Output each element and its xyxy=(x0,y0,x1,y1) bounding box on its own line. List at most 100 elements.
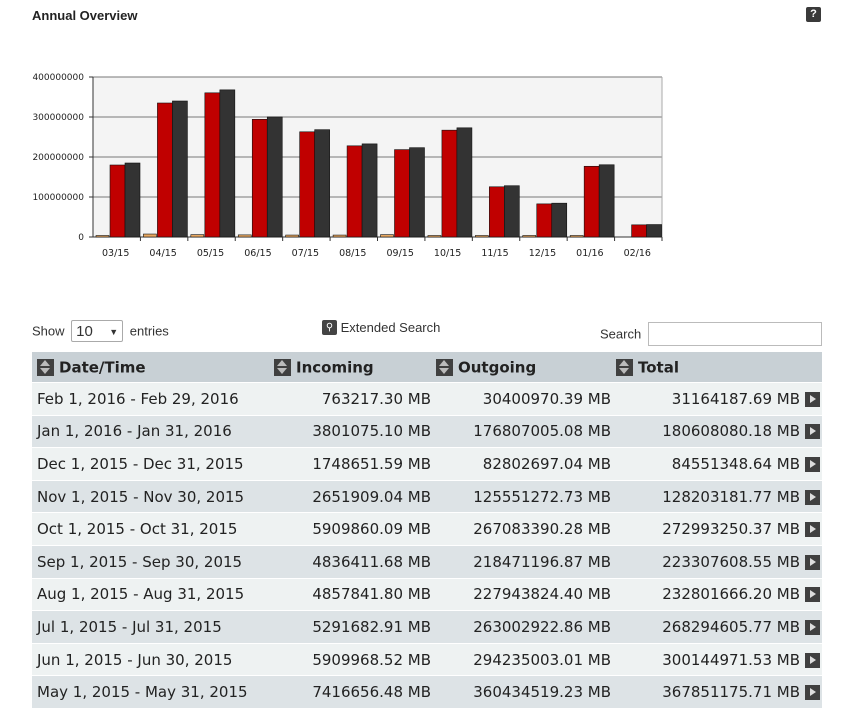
cell-total: 232801666.20 MB xyxy=(611,577,822,611)
cell-total: 180608080.18 MB xyxy=(611,414,822,448)
bar xyxy=(583,165,600,238)
x-tick-label: 02/16 xyxy=(624,248,651,259)
row-details-arrow-icon[interactable] xyxy=(805,685,820,701)
bar xyxy=(251,119,268,238)
bar xyxy=(266,116,283,238)
cell-total-value: 367851175.71 MB xyxy=(662,683,800,702)
bar xyxy=(456,127,473,238)
cell-date: Jul 1, 2015 - Jul 31, 2015 xyxy=(32,610,269,644)
bar xyxy=(380,234,394,238)
column-header-total-label: Total xyxy=(638,358,679,377)
cell-incoming: 5909968.52 MB xyxy=(269,642,431,676)
table-row: Jun 1, 2015 - Jun 30, 2015 5909968.52 MB 2… xyxy=(32,642,822,676)
cell-outgoing: 176807005.08 MB xyxy=(431,414,611,448)
bar xyxy=(522,235,537,238)
cell-date: Aug 1, 2015 - Aug 31, 2015 xyxy=(32,577,269,611)
x-tick-label: 12/15 xyxy=(529,248,556,259)
cell-outgoing: 360434519.23 MB xyxy=(431,675,611,708)
bar xyxy=(95,235,110,238)
bar xyxy=(346,145,363,238)
cell-total: 300144971.53 MB xyxy=(611,642,822,676)
bar xyxy=(489,186,505,238)
bar xyxy=(569,235,584,238)
column-header-date-label: Date/Time xyxy=(59,358,146,377)
cell-date: Nov 1, 2015 - Nov 30, 2015 xyxy=(32,479,269,513)
column-header-outgoing-label: Outgoing xyxy=(458,358,537,377)
entries-select-value: 10 xyxy=(76,323,93,341)
bar xyxy=(190,234,205,238)
bar xyxy=(551,202,568,238)
row-details-arrow-icon[interactable] xyxy=(805,554,820,570)
bar xyxy=(441,129,458,238)
search-input[interactable] xyxy=(647,322,822,346)
row-details-arrow-icon[interactable] xyxy=(805,587,820,603)
y-tick-label: 300000000 xyxy=(32,113,84,123)
row-details-arrow-icon[interactable] xyxy=(805,522,820,538)
search-label: Search xyxy=(600,326,642,342)
row-details-arrow-icon[interactable] xyxy=(805,391,820,407)
y-tick-label: 100000000 xyxy=(32,193,84,203)
cell-total-value: 300144971.53 MB xyxy=(662,650,800,669)
bar xyxy=(646,224,662,238)
bar xyxy=(172,100,188,238)
cell-total-value: 31164187.69 MB xyxy=(671,389,800,408)
column-header-date[interactable]: Date/Time xyxy=(32,352,269,383)
page-title: Annual Overview xyxy=(32,8,138,23)
column-header-total[interactable]: Total xyxy=(611,352,822,383)
bar xyxy=(475,235,489,238)
bar xyxy=(427,235,442,238)
cell-total: 223307608.55 MB xyxy=(611,544,822,579)
bar xyxy=(285,234,299,238)
cell-incoming: 3801075.10 MB xyxy=(269,414,431,448)
x-tick-label: 01/16 xyxy=(576,248,603,259)
magnifier-icon: ⚲ xyxy=(322,320,337,336)
cell-incoming: 5291682.91 MB xyxy=(269,610,431,644)
row-details-arrow-icon[interactable] xyxy=(805,652,820,668)
cell-date: Dec 1, 2015 - Dec 31, 2015 xyxy=(32,447,269,481)
column-header-outgoing[interactable]: Outgoing xyxy=(431,352,611,383)
entries-select[interactable]: 10 ▼ xyxy=(71,320,124,342)
x-tick-label: 06/15 xyxy=(244,248,271,259)
cell-outgoing: 218471196.87 MB xyxy=(431,544,611,579)
cell-total-value: 232801666.20 MB xyxy=(662,585,800,604)
row-details-arrow-icon[interactable] xyxy=(805,424,820,440)
sort-icon xyxy=(274,358,291,376)
traffic-table: Date/Time Incoming Outgoing Total Feb 1,… xyxy=(32,352,822,708)
cell-outgoing: 263002922.86 MB xyxy=(431,610,611,644)
cell-total-value: 268294605.77 MB xyxy=(662,617,800,636)
help-icon[interactable]: ? xyxy=(806,7,821,22)
bar xyxy=(394,149,410,238)
search-control: Search xyxy=(600,322,822,346)
y-tick-label: 200000000 xyxy=(32,153,84,163)
cell-incoming: 763217.30 MB xyxy=(269,382,431,416)
cell-incoming: 4836411.68 MB xyxy=(269,544,431,579)
bar xyxy=(109,164,126,238)
bar xyxy=(361,143,378,238)
sort-icon xyxy=(616,358,633,376)
row-details-arrow-icon[interactable] xyxy=(805,456,820,472)
y-tick-label: 400000000 xyxy=(32,73,84,83)
table-row: Sep 1, 2015 - Sep 30, 2015 4836411.68 MB 2… xyxy=(32,544,822,579)
bar xyxy=(204,92,221,238)
table-body: Feb 1, 2016 - Feb 29, 2016 763217.30 MB 30… xyxy=(32,382,822,708)
extended-search-link[interactable]: ⚲ Extended Search xyxy=(322,319,441,336)
cell-outgoing: 227943824.40 MB xyxy=(431,577,611,611)
x-tick-label: 07/15 xyxy=(292,248,319,259)
x-tick-label: 03/15 xyxy=(102,248,129,259)
table-header-row: Date/Time Incoming Outgoing Total xyxy=(32,352,822,383)
x-tick-label: 11/15 xyxy=(481,248,508,259)
cell-date: Sep 1, 2015 - Sep 30, 2015 xyxy=(32,544,269,579)
extended-search-label: Extended Search xyxy=(340,320,441,336)
x-tick-label: 05/15 xyxy=(197,248,224,259)
cell-total-value: 128203181.77 MB xyxy=(662,487,800,506)
cell-incoming: 1748651.59 MB xyxy=(269,447,431,481)
cell-date: Jan 1, 2016 - Jan 31, 2016 xyxy=(32,414,269,448)
row-details-arrow-icon[interactable] xyxy=(805,489,820,505)
table-row: May 1, 2015 - May 31, 2015 7416656.48 MB 3… xyxy=(32,675,822,708)
x-tick-label: 08/15 xyxy=(339,248,366,259)
column-header-incoming[interactable]: Incoming xyxy=(269,352,431,383)
entries-length-control: Show 10 ▼ entries xyxy=(32,320,169,342)
x-tick-label: 04/15 xyxy=(149,248,176,259)
sort-icon xyxy=(436,358,453,376)
row-details-arrow-icon[interactable] xyxy=(805,619,820,635)
